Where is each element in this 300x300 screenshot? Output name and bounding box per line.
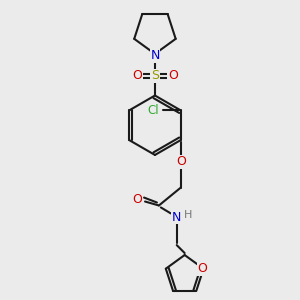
Text: Cl: Cl [147,104,159,117]
Text: H: H [183,210,192,220]
Text: N: N [150,50,160,62]
Text: O: O [132,69,142,82]
Text: O: O [176,155,186,168]
Text: O: O [132,193,142,206]
Text: O: O [198,262,207,275]
Text: N: N [172,211,182,224]
Text: S: S [151,69,159,82]
Text: O: O [168,69,178,82]
